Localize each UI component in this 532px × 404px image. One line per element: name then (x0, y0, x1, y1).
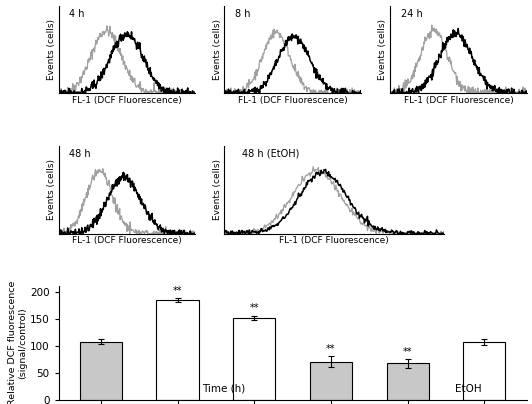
Bar (80, 341, 122, 400)
Y-axis label: Relative DCF fluorescence
(signal/control): Relative DCF fluorescence (signal/contro… (7, 281, 27, 404)
Y-axis label: Events (cells): Events (cells) (213, 19, 222, 80)
Text: 48 h: 48 h (70, 149, 91, 159)
Bar (156, 300, 198, 400)
Text: 48 h (EtOH): 48 h (EtOH) (242, 149, 300, 159)
Text: **: ** (403, 347, 412, 357)
X-axis label: FL-1 (DCF Fluorescence): FL-1 (DCF Fluorescence) (404, 96, 513, 105)
Text: 4 h: 4 h (70, 8, 85, 19)
Text: Time (h): Time (h) (202, 384, 245, 394)
Bar (310, 362, 352, 400)
Text: **: ** (173, 286, 182, 296)
Text: **: ** (326, 344, 336, 354)
Text: EtOH: EtOH (455, 384, 481, 394)
Y-axis label: Events (cells): Events (cells) (213, 160, 222, 221)
Y-axis label: Events (cells): Events (cells) (47, 19, 56, 80)
X-axis label: FL-1 (DCF Fluorescence): FL-1 (DCF Fluorescence) (72, 236, 181, 245)
Text: **: ** (250, 303, 259, 314)
Text: 8 h: 8 h (235, 8, 251, 19)
X-axis label: FL-1 (DCF Fluorescence): FL-1 (DCF Fluorescence) (72, 96, 181, 105)
Text: 24 h: 24 h (401, 8, 423, 19)
Bar (387, 363, 429, 400)
Bar (233, 318, 276, 400)
Y-axis label: Events (cells): Events (cells) (47, 160, 56, 221)
X-axis label: FL-1 (DCF Fluorescence): FL-1 (DCF Fluorescence) (238, 96, 347, 105)
Y-axis label: Events (cells): Events (cells) (378, 19, 387, 80)
X-axis label: FL-1 (DCF Fluorescence): FL-1 (DCF Fluorescence) (279, 236, 389, 245)
Bar (463, 342, 505, 400)
